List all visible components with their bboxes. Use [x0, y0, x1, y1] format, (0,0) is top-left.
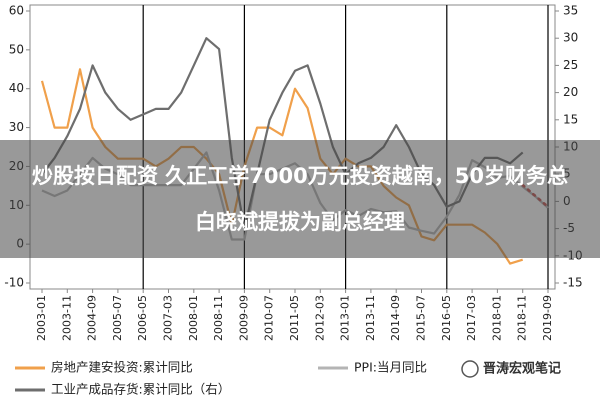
y-tick-label: 50 — [9, 42, 24, 56]
x-tick-label: 2017-03 — [465, 295, 478, 341]
x-tick-label: 2016-05 — [440, 295, 453, 341]
y-tick-label: 60 — [9, 4, 24, 18]
x-tick-label: 2013-11 — [364, 295, 377, 341]
x-tick-label: 2008-11 — [212, 295, 225, 341]
x-tick-label: 2008-01 — [187, 295, 200, 341]
y-tick-label: -10 — [4, 276, 24, 290]
x-tick-label: 2006-05 — [136, 295, 149, 341]
x-tick-label: 2014-09 — [389, 295, 402, 341]
legend-label: PPI:当月同比 — [354, 360, 427, 375]
x-tick-label: 2019-09 — [541, 295, 554, 341]
x-tick-label: 2011-05 — [288, 295, 301, 341]
x-tick-label: 2018-11 — [516, 295, 529, 341]
x-tick-label: 2005-07 — [111, 295, 124, 341]
x-tick-label: 2010-07 — [263, 295, 276, 341]
y2-tick-label: 30 — [563, 31, 578, 45]
y2-tick-label: 20 — [563, 85, 578, 99]
x-tick-label: 2012-03 — [313, 295, 326, 341]
y-tick-label: 30 — [9, 120, 24, 134]
x-tick-label: 2018-01 — [490, 295, 503, 341]
x-tick-label: 2003-11 — [60, 295, 73, 341]
legend-label: 房地产建安投资:累计同比 — [51, 360, 193, 375]
y2-tick-label: 25 — [563, 58, 578, 72]
x-tick-label: 2007-03 — [162, 295, 175, 341]
watermark: 晋涛宏观笔记 — [483, 361, 561, 377]
x-tick-label: 2004-09 — [86, 295, 99, 341]
y-tick-label: 40 — [9, 81, 24, 95]
legend-label: 工业产成品存货:累计同比（右） — [51, 382, 230, 397]
watermark-logo — [461, 360, 479, 378]
headline: 炒股按日配资 久正工学7000万元投资越南，50岁财务总白晓斌提拔为副总经理 — [0, 140, 600, 258]
x-tick-label: 2013-01 — [339, 295, 352, 341]
x-tick-label: 2003-01 — [35, 295, 48, 341]
x-tick-label: 2009-09 — [237, 295, 250, 341]
y2-tick-label: -15 — [563, 276, 583, 290]
y2-tick-label: 35 — [563, 4, 578, 18]
x-tick-label: 2015-07 — [415, 295, 428, 341]
y2-tick-label: 15 — [563, 112, 578, 126]
